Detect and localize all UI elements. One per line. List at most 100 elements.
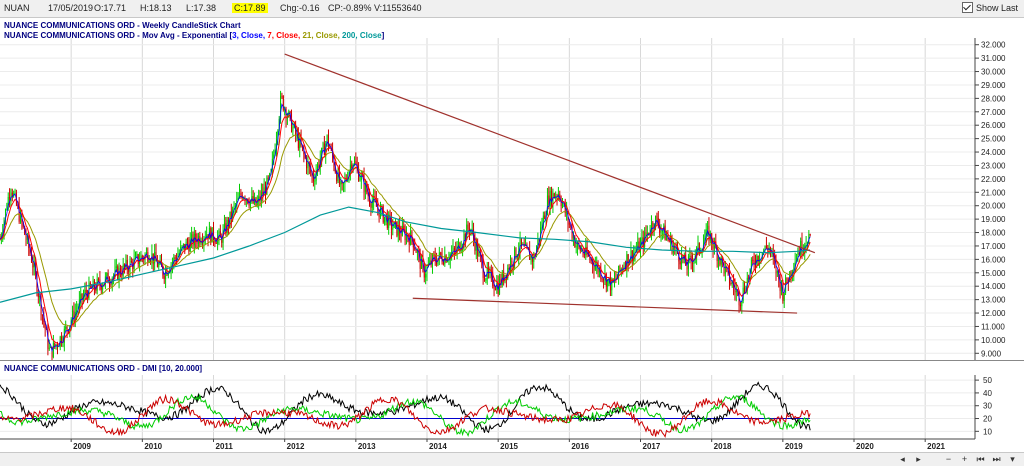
candle-body (641, 237, 643, 243)
price-tick-label: 9.000 (981, 349, 1002, 358)
candle-body (223, 223, 225, 230)
candle-body (273, 154, 275, 159)
candle-body (484, 277, 486, 281)
candle-body (474, 238, 476, 251)
candle-body (43, 315, 45, 323)
candle-body (752, 260, 754, 261)
candle-body (18, 205, 20, 222)
dmi-chart[interactable]: 10 20 30 40 50 2009 2010 2011 2012 2013 2014 2015 20… (0, 361, 1024, 453)
price-tick-label: 14.000 (981, 282, 1006, 291)
candle-body (598, 268, 600, 273)
dmi-tick-label: 50 (983, 376, 992, 385)
mov-avg-legend: NUANCE COMMUNICATIONS ORD - Mov Avg - Ex… (4, 31, 384, 40)
settings-icon[interactable]: ▾ (1010, 454, 1015, 464)
candle-body (493, 286, 495, 289)
candle-body (411, 231, 413, 240)
candle-body (30, 253, 32, 262)
candle-body (110, 283, 112, 285)
candle-body (780, 284, 782, 292)
candle-body (128, 269, 130, 272)
price-tick-label: 21.000 (981, 188, 1006, 197)
candle-body (130, 260, 132, 263)
candle-body (296, 134, 298, 135)
candle-body (540, 227, 542, 240)
candle-body (577, 242, 579, 247)
candle-body (447, 260, 449, 262)
candle-body (648, 232, 650, 235)
candle-body (213, 227, 215, 241)
candle-body (147, 251, 149, 262)
candle-body (174, 257, 176, 259)
candle-body (341, 181, 343, 184)
candle-body (11, 192, 13, 197)
candle-body (475, 242, 477, 251)
candle-body (233, 206, 235, 209)
price-tick-label: 31.000 (981, 54, 1006, 63)
candle-body (652, 222, 654, 229)
candle-body (678, 253, 680, 262)
candle-body (312, 175, 314, 182)
candle-body (603, 279, 605, 281)
candle-body (109, 283, 111, 284)
candle-body (437, 258, 439, 265)
candle-body (343, 183, 345, 185)
candle-body (542, 215, 544, 227)
scroll-end-icon[interactable]: ⏭ (992, 454, 1001, 464)
candle-body (306, 157, 308, 169)
candle-body (689, 255, 691, 257)
candle-body (369, 195, 371, 204)
candle-body (488, 268, 490, 274)
candle-body (666, 236, 668, 241)
show-last-checkbox[interactable] (961, 2, 973, 13)
chevron-left-icon[interactable]: ◂ (900, 454, 905, 464)
candle-body (724, 266, 726, 274)
candle-body (735, 290, 737, 293)
candle-body (629, 260, 631, 265)
candle-body (234, 205, 236, 207)
candle-body (214, 240, 216, 243)
price-tick-label: 13.000 (981, 296, 1006, 305)
candle-body (741, 300, 743, 307)
candle-body (58, 346, 60, 348)
price-chart[interactable]: 9.000 10.000 11.000 12.000 13.000 14.000 15.00… (0, 18, 1024, 360)
candle-body (687, 256, 689, 270)
candle-body (601, 278, 603, 280)
candle-body (805, 245, 807, 246)
zoom-out-icon[interactable]: − (945, 454, 952, 464)
candle-body (753, 260, 755, 264)
price-tick-label: 20.000 (981, 202, 1006, 211)
chevron-right-icon[interactable]: ▸ (916, 454, 921, 464)
scroll-start-icon[interactable]: ⏮ (976, 454, 985, 464)
candle-body (615, 278, 617, 280)
mov-avg-suffix: ] (381, 31, 385, 40)
candle-body (723, 262, 725, 274)
candle-body (548, 195, 550, 207)
candle-body (32, 261, 34, 268)
candle-body (121, 274, 123, 276)
candle-body (202, 242, 204, 244)
candle-body (748, 277, 750, 279)
candle-body (249, 200, 251, 206)
candle-body (716, 247, 718, 262)
candle-body (499, 279, 501, 294)
candle-body (141, 256, 143, 258)
candle-body (171, 262, 173, 265)
candle-body (451, 252, 453, 255)
candle-body (326, 135, 328, 144)
open-value: O:17.71 (94, 3, 127, 13)
candle-body (359, 179, 361, 181)
year-tick-label: 2019 (785, 442, 803, 451)
candle-body (485, 279, 487, 281)
candle-body (619, 265, 621, 271)
zoom-in-icon[interactable]: + (961, 454, 968, 464)
candle-body (419, 253, 421, 269)
candle-body (114, 268, 116, 276)
candle-body (581, 250, 583, 252)
candle-body (720, 257, 722, 265)
candle-body (99, 279, 101, 286)
candle-body (117, 266, 119, 280)
candle-body (33, 263, 35, 268)
show-last-toggle[interactable]: Show Last (961, 2, 1018, 13)
candle-body (668, 238, 670, 242)
candle-body (210, 228, 212, 243)
